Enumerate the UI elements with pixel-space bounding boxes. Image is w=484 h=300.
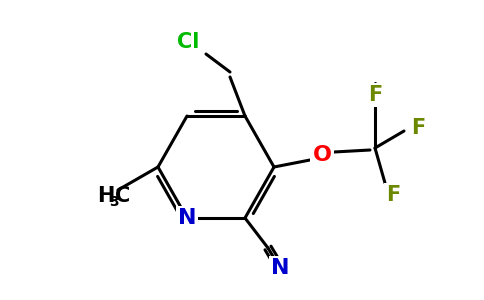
Text: F: F [368, 85, 382, 105]
Text: N: N [271, 258, 289, 278]
Text: 3: 3 [109, 195, 119, 209]
Text: F: F [386, 185, 400, 205]
Text: H: H [97, 186, 114, 206]
Text: F: F [411, 118, 425, 138]
Text: Cl: Cl [177, 32, 199, 52]
Text: O: O [313, 145, 332, 165]
Text: N: N [178, 208, 196, 228]
Text: C: C [115, 186, 130, 206]
